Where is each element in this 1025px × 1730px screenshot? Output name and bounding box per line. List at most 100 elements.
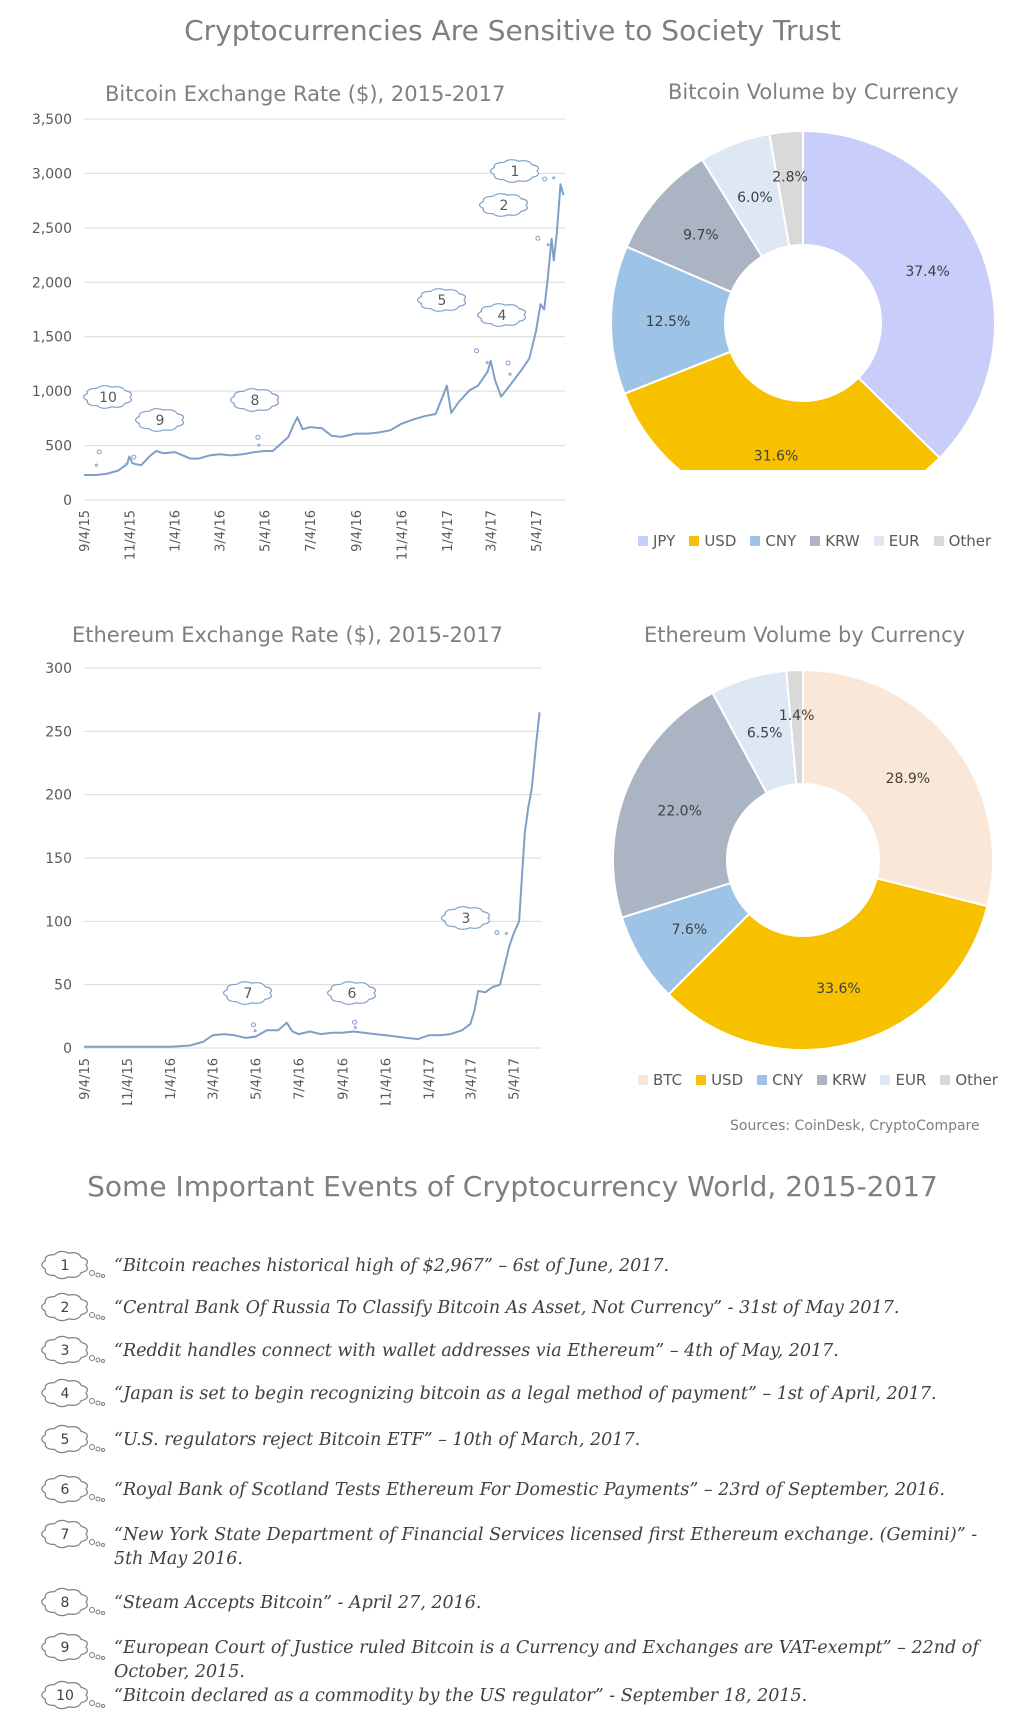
- event-text: “Bitcoin reaches historical high of $2,9…: [114, 1256, 670, 1276]
- bitcoin-volume-legend-swatch: [638, 536, 648, 546]
- bitcoin-volume-slice-label: 9.7%: [683, 228, 719, 244]
- bitcoin-volume-panel: Bitcoin Volume by Currency 37.4% 31.6% 12.…: [600, 70, 1010, 570]
- event-cloud-icon: 6: [41, 1474, 105, 1504]
- page-title: Cryptocurrencies Are Sensitive to Societ…: [184, 14, 841, 47]
- ethereum-rate-event-callout-7: 7: [222, 981, 272, 1033]
- event-number: 7: [61, 1527, 70, 1543]
- ethereum-rate-y-tick-label: 100: [45, 914, 72, 930]
- ethereum-rate-x-tick-label: 9/4/16: [337, 1058, 352, 1100]
- ethereum-rate-event-callout-label: 3: [462, 911, 471, 927]
- ethereum-volume-legend-label: Other: [955, 1071, 998, 1089]
- ethereum-volume-legend-swatch: [816, 1075, 827, 1085]
- event-item: 1 “Bitcoin reaches historical high of $2,…: [40, 1246, 1000, 1286]
- bitcoin-rate-event-callout-label: 5: [438, 293, 447, 309]
- ethereum-rate-x-tick-label: 5/4/17: [507, 1058, 522, 1100]
- event-number: 3: [61, 1343, 70, 1359]
- event-item: 5 “U.S. regulators reject Bitcoin ETF” – …: [40, 1420, 1000, 1460]
- ethereum-volume-legend-label: BTC: [653, 1071, 683, 1089]
- ethereum-volume-legend-swatch: [638, 1075, 648, 1085]
- event-number: 10: [56, 1688, 74, 1704]
- ethereum-volume-legend-item: EUR: [880, 1071, 926, 1089]
- bitcoin-rate-event-callout-5: 5: [416, 288, 489, 365]
- ethereum-volume-slice-btc: [802, 668, 994, 908]
- bitcoin-rate-event-callout-label: 1: [511, 164, 520, 180]
- bitcoin-rate-y-tick-label: 1,500: [32, 330, 72, 346]
- bitcoin-volume-legend-swatch: [873, 536, 884, 546]
- event-item: 9 “European Court of Justice ruled Bitcoi…: [40, 1628, 1000, 1682]
- ethereum-volume-legend-label: EUR: [895, 1071, 927, 1089]
- bitcoin-volume-legend-item: CNY: [750, 532, 796, 550]
- ethereum-volume-panel: Ethereum Volume by Currency 28.9% 33.6% 7.…: [600, 615, 1010, 1105]
- ethereum-volume-legend-swatch: [757, 1075, 768, 1085]
- event-number: 6: [61, 1482, 70, 1498]
- ethereum-rate-x-tick-label: 5/4/16: [250, 1058, 265, 1100]
- bitcoin-rate-y-tick-label: 500: [45, 439, 72, 455]
- event-item: 7 “New York State Department of Financial…: [40, 1515, 1000, 1569]
- ethereum-volume-legend-item: Other: [940, 1071, 998, 1089]
- event-cloud-icon: 9: [41, 1632, 105, 1662]
- ethereum-rate-x-tick-label: 1/4/16: [164, 1058, 179, 1100]
- bitcoin-volume-slice-label: 37.4%: [905, 264, 949, 280]
- ethereum-rate-y-tick-label: 150: [45, 851, 72, 867]
- bitcoin-rate-event-callout-label: 8: [251, 393, 260, 409]
- bitcoin-volume-legend-swatch: [689, 536, 700, 546]
- bitcoin-volume-legend-swatch: [750, 536, 761, 546]
- event-number: 9: [61, 1640, 70, 1656]
- bitcoin-volume-legend-label: EUR: [888, 532, 920, 550]
- bitcoin-volume-legend-label: CNY: [765, 532, 797, 550]
- bitcoin-rate-x-tick-label: 1/4/17: [441, 510, 456, 552]
- event-cloud-icon: 3: [41, 1335, 105, 1365]
- ethereum-volume-legend-item: KRW: [816, 1071, 866, 1089]
- event-text: “U.S. regulators reject Bitcoin ETF” – 1…: [114, 1430, 641, 1450]
- ethereum-volume-title: Ethereum Volume by Currency: [644, 623, 966, 647]
- event-item: 4 “Japan is set to begin recognizing bitc…: [40, 1374, 1000, 1414]
- ethereum-rate-y-tick-label: 0: [63, 1041, 72, 1057]
- ethereum-volume-legend-label: CNY: [772, 1071, 803, 1089]
- bitcoin-rate-chart: 0 500 1,000 1,500 2,000 2,500 3,000 3,500 9/4/15…: [32, 112, 565, 560]
- event-item: 8 “Steam Accepts Bitcoin” - April 27, 201…: [40, 1583, 1000, 1623]
- bitcoin-volume-title: Bitcoin Volume by Currency: [668, 80, 959, 104]
- bitcoin-volume-legend-label: USD: [704, 532, 737, 550]
- event-text: “Steam Accepts Bitcoin” - April 27, 2016…: [114, 1593, 482, 1613]
- bitcoin-rate-x-tick-label: 9/4/16: [350, 510, 365, 552]
- ethereum-volume-legend-item: BTC: [638, 1071, 682, 1089]
- bitcoin-rate-y-tick-label: 2,500: [32, 221, 72, 237]
- bitcoin-rate-event-callout-9: 9: [124, 408, 184, 467]
- bitcoin-rate-y-tick-label: 3,500: [32, 112, 72, 128]
- bitcoin-volume-slice-label: 2.8%: [772, 170, 808, 186]
- event-text: “Bitcoin declared as a commodity by the …: [114, 1686, 808, 1706]
- bitcoin-rate-x-tick-label: 1/4/16: [169, 510, 184, 552]
- bitcoin-volume-legend-item: KRW: [810, 532, 860, 550]
- bitcoin-volume-legend-label: Other: [948, 532, 992, 550]
- ethereum-volume-slice-other: [785, 668, 804, 786]
- bitcoin-volume-slice-label: 12.5%: [646, 314, 690, 330]
- ethereum-volume-slice-krw: [612, 691, 769, 919]
- event-number: 2: [61, 1300, 70, 1316]
- ethereum-rate-y-tick-label: 50: [54, 978, 72, 994]
- bitcoin-volume-slice-cny: [610, 245, 733, 395]
- events-title: Some Important Events of Cryptocurrency …: [87, 1170, 938, 1203]
- bitcoin-rate-event-callout-label: 4: [498, 308, 507, 324]
- event-text: “New York State Department of Financial …: [114, 1525, 978, 1569]
- event-text: “Royal Bank of Scotland Tests Ethereum F…: [114, 1480, 945, 1500]
- bitcoin-rate-y-tick-label: 2,000: [32, 275, 72, 291]
- ethereum-rate-x-tick-label: 9/4/15: [78, 1058, 93, 1100]
- event-cloud-icon: 2: [41, 1292, 105, 1322]
- event-cloud-icon: 1: [41, 1250, 105, 1280]
- event-cloud-icon: 7: [41, 1519, 105, 1549]
- event-cloud-icon: 5: [41, 1424, 105, 1454]
- ethereum-volume-legend-swatch: [880, 1075, 891, 1085]
- bitcoin-volume-slice-jpy: [802, 129, 996, 460]
- ethereum-rate-event-callout-label: 7: [244, 986, 253, 1002]
- ethereum-rate-x-tick-label: 1/4/17: [423, 1058, 438, 1100]
- ethereum-rate-event-callout-label: 6: [348, 986, 357, 1002]
- sources-note: Sources: CoinDesk, CryptoCompare: [730, 1118, 980, 1134]
- bitcoin-volume-legend-label: JPY: [653, 532, 676, 550]
- bitcoin-rate-title: Bitcoin Exchange Rate ($), 2015-2017: [105, 82, 506, 106]
- event-item: 2 “Central Bank Of Russia To Classify Bit…: [40, 1288, 1000, 1328]
- event-number: 1: [61, 1258, 70, 1274]
- bitcoin-volume-legend-item: JPY: [638, 532, 675, 550]
- ethereum-volume-slice-label: 6.5%: [747, 726, 783, 742]
- bitcoin-rate-event-callout-2: 2: [478, 193, 550, 247]
- bitcoin-rate-y-tick-label: 3,000: [32, 166, 72, 182]
